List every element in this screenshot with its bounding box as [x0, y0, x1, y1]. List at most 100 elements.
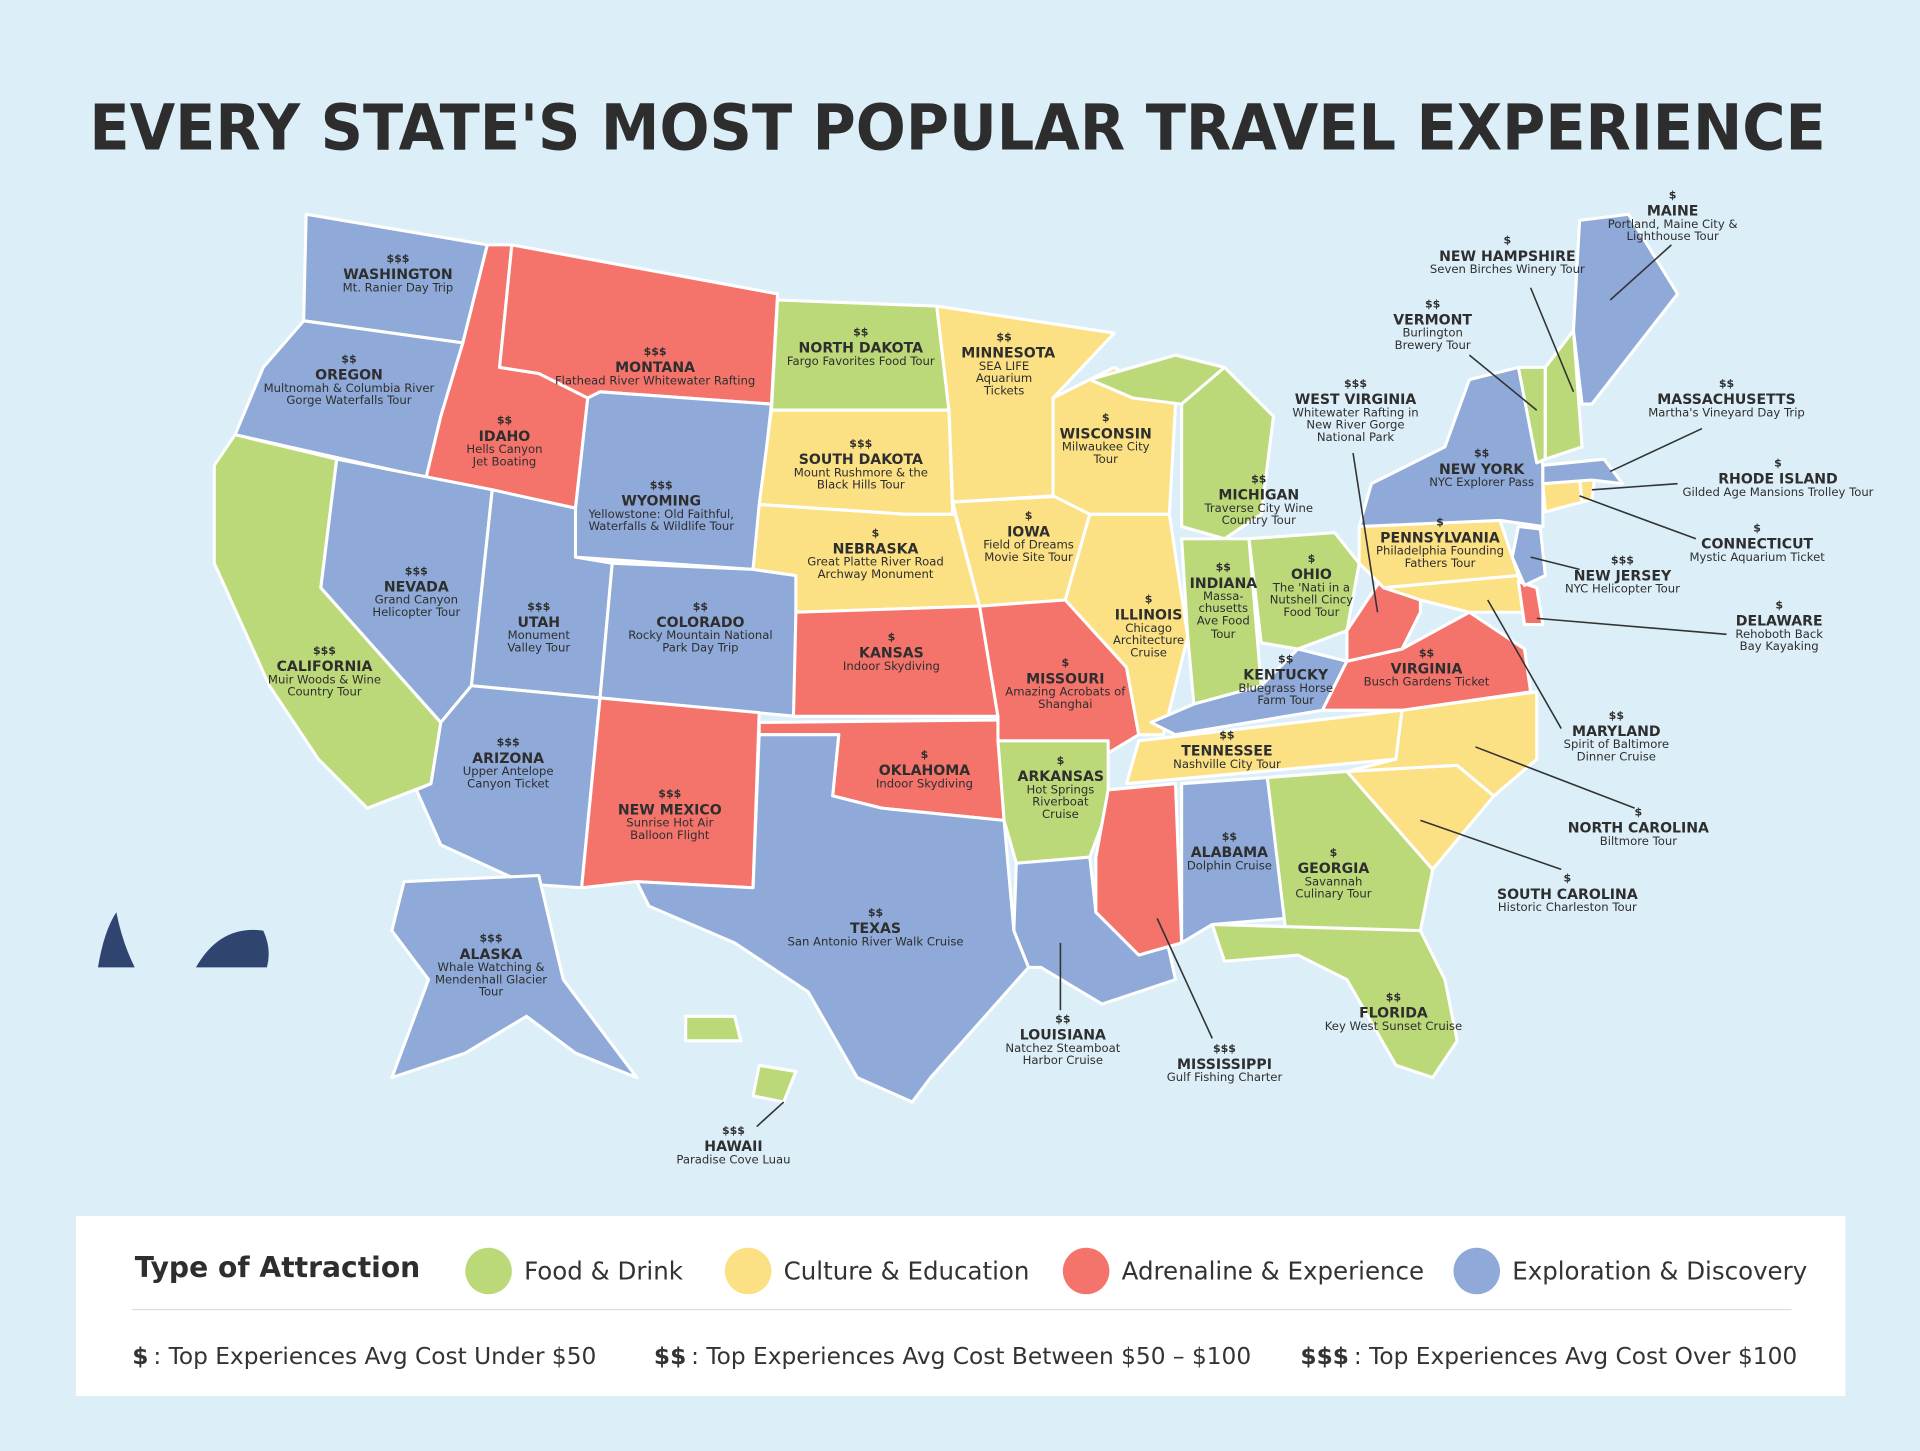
state-name: ARKANSAS — [1017, 767, 1105, 785]
cost: $$ — [867, 907, 884, 920]
tour: Amazing Acrobats of Shanghai — [1005, 685, 1126, 712]
state-label: $$$ NEVADA Grand Canyon Helicopter Tour — [367, 565, 465, 620]
state-name: INDIANA — [1189, 574, 1258, 592]
tour: Hot Springs Riverboat Cruise — [1026, 783, 1095, 823]
legend-item: Food & Drink — [465, 1247, 683, 1295]
state-name: OREGON — [315, 365, 383, 384]
state-name: NEW HAMPSHIRE — [1439, 247, 1576, 265]
state-label: $ OHIO The 'Nati in a Nutshell Cincy Food … — [1262, 553, 1360, 621]
state-label: $ MISSOURI Amazing Acrobats of Shanghai — [1004, 657, 1126, 712]
leader-line — [1420, 819, 1562, 871]
state — [1516, 580, 1545, 627]
state-name: CONNECTICUT — [1701, 534, 1814, 553]
tour: Massa-chusetts Ave Food Tour — [1196, 589, 1250, 642]
tour: Dolphin Cruise — [1186, 859, 1272, 873]
tour: Martha's Vineyard Day Trip — [1648, 405, 1805, 420]
tour: Whale Watching & Mendenhall Glacier Tour — [434, 960, 548, 1000]
state-label: $$ VIRGINIA Busch Gardens Ticket — [1353, 648, 1500, 689]
state-label: $$$ WYOMING Yellowstone: Old Faithful, Wat… — [582, 480, 741, 534]
state-name: VIRGINIA — [1390, 659, 1463, 678]
state-label: $$$ ALASKA Whale Watching & Mendenhall Gla… — [430, 933, 552, 1000]
state-label: $ GEORGIA Savannah Culinary Tour — [1291, 847, 1377, 902]
state-name: SOUTH CAROLINA — [1496, 885, 1638, 903]
state — [1510, 525, 1547, 587]
state-label: $$ MARYLAND Spirit of Baltimore Dinner Cru… — [1555, 710, 1677, 765]
tour: Fargo Favorites Food Tour — [786, 354, 935, 368]
cost: $$ — [1215, 562, 1231, 575]
legend-label: Food & Drink — [524, 1256, 683, 1286]
tour: Spirit of Baltimore Dinner Cruise — [1563, 737, 1670, 765]
cost: $$$ — [643, 346, 667, 359]
cost-symbol: $$ — [653, 1343, 687, 1371]
legend-label: Culture & Education — [783, 1256, 1030, 1286]
whale — [97, 912, 269, 968]
cost: $ — [1061, 657, 1070, 670]
state — [1571, 212, 1680, 406]
state-name: NORTH DAKOTA — [798, 339, 924, 357]
tour: Upper Antelope Canyon Ticket — [462, 764, 554, 791]
cost: $$ — [1608, 710, 1624, 723]
state-label: $$$ NEW JERSEY NYC Helicopter Tour — [1549, 555, 1696, 596]
cost: $$$ — [312, 645, 336, 658]
state-name: FLORIDA — [1359, 1003, 1428, 1022]
state-name: MAINE — [1646, 201, 1699, 220]
cost: $ — [1753, 522, 1761, 536]
state-name: MARYLAND — [1572, 722, 1661, 740]
tour: Rehoboth Back Bay Kayaking — [1735, 627, 1823, 654]
state-name: MISSISSIPPI — [1177, 1055, 1272, 1073]
state-label: $$ NORTH DAKOTA Fargo Favorites Food Tour — [775, 326, 946, 368]
leader-line — [1529, 287, 1575, 393]
state-name: MICHIGAN — [1218, 485, 1300, 504]
cost: $$$ — [1212, 1043, 1236, 1056]
legend-item: Adrenaline & Experience — [1062, 1247, 1424, 1295]
cost: $$$ — [849, 438, 873, 451]
cost: $ — [1144, 593, 1153, 607]
state-name: RHODE ISLAND — [1718, 470, 1838, 488]
cost: $$ — [853, 326, 869, 340]
state — [1180, 776, 1288, 945]
cost: $$$ — [404, 565, 428, 578]
tour: Savannah Culinary Tour — [1295, 874, 1372, 902]
state-label: $$ FLORIDA Key West Sunset Cruise — [1314, 992, 1473, 1033]
tour: Historic Charleston Tour — [1497, 900, 1637, 915]
state-name: WEST VIRGINIA — [1294, 390, 1417, 408]
state — [1543, 329, 1584, 461]
state — [1094, 782, 1184, 957]
tour: Nashville City Tour — [1173, 757, 1281, 771]
tour: Monument Valley Tour — [507, 628, 571, 656]
state-label: $$$ HAWAII Paradise Cove Luau — [666, 1125, 801, 1167]
legend-swatch — [1453, 1247, 1501, 1295]
tour: The 'Nati in a Nutshell Cincy Food Tour — [1269, 581, 1354, 621]
leader-line — [1609, 244, 1672, 301]
state-name: NEVADA — [383, 577, 449, 595]
state-name: OHIO — [1290, 565, 1332, 583]
state-name: TENNESSEE — [1181, 741, 1273, 760]
cost: $ — [1503, 235, 1512, 248]
tour: Chicago Architecture Cruise — [1112, 621, 1185, 661]
cost-note: $$$: Top Experiences Avg Cost Over $100 — [1300, 1343, 1797, 1370]
cost: $ — [1329, 847, 1338, 860]
cost: $ — [1101, 412, 1110, 425]
tour: Bluegrass Horse Farm Tour — [1238, 681, 1334, 708]
state-name: WYOMING — [621, 492, 702, 510]
tour: Burlington Brewery Tour — [1394, 326, 1471, 353]
legend: Type of Attraction Food & Drink Culture &… — [75, 1215, 1846, 1396]
leader-line — [1591, 482, 1678, 491]
state-name: MASSACHUSETTS — [1657, 390, 1796, 408]
state-label: $ KANSAS Indoor Skydiving — [824, 632, 959, 673]
legend-label: Exploration & Discovery — [1512, 1256, 1808, 1286]
tour: Muir Woods & Wine Country Tour — [267, 672, 382, 700]
tour: Portland, Maine City & Lighthouse Tour — [1607, 217, 1738, 244]
state-name: WISCONSIN — [1059, 424, 1152, 442]
state-label: $$ MICHIGAN Traverse City Wine Country Tou… — [1198, 474, 1320, 528]
state-name: PENNSYLVANIA — [1380, 528, 1500, 546]
state-name: KENTUCKY — [1243, 665, 1329, 684]
tour: Natchez Steamboat Harbor Cruise — [1005, 1041, 1121, 1068]
tour: Rocky Mountain National Park Day Trip — [628, 628, 773, 656]
cost: $ — [1307, 553, 1316, 566]
state — [1265, 769, 1435, 933]
state-name: MINNESOTA — [961, 343, 1056, 362]
legend-swatch — [1062, 1247, 1110, 1295]
